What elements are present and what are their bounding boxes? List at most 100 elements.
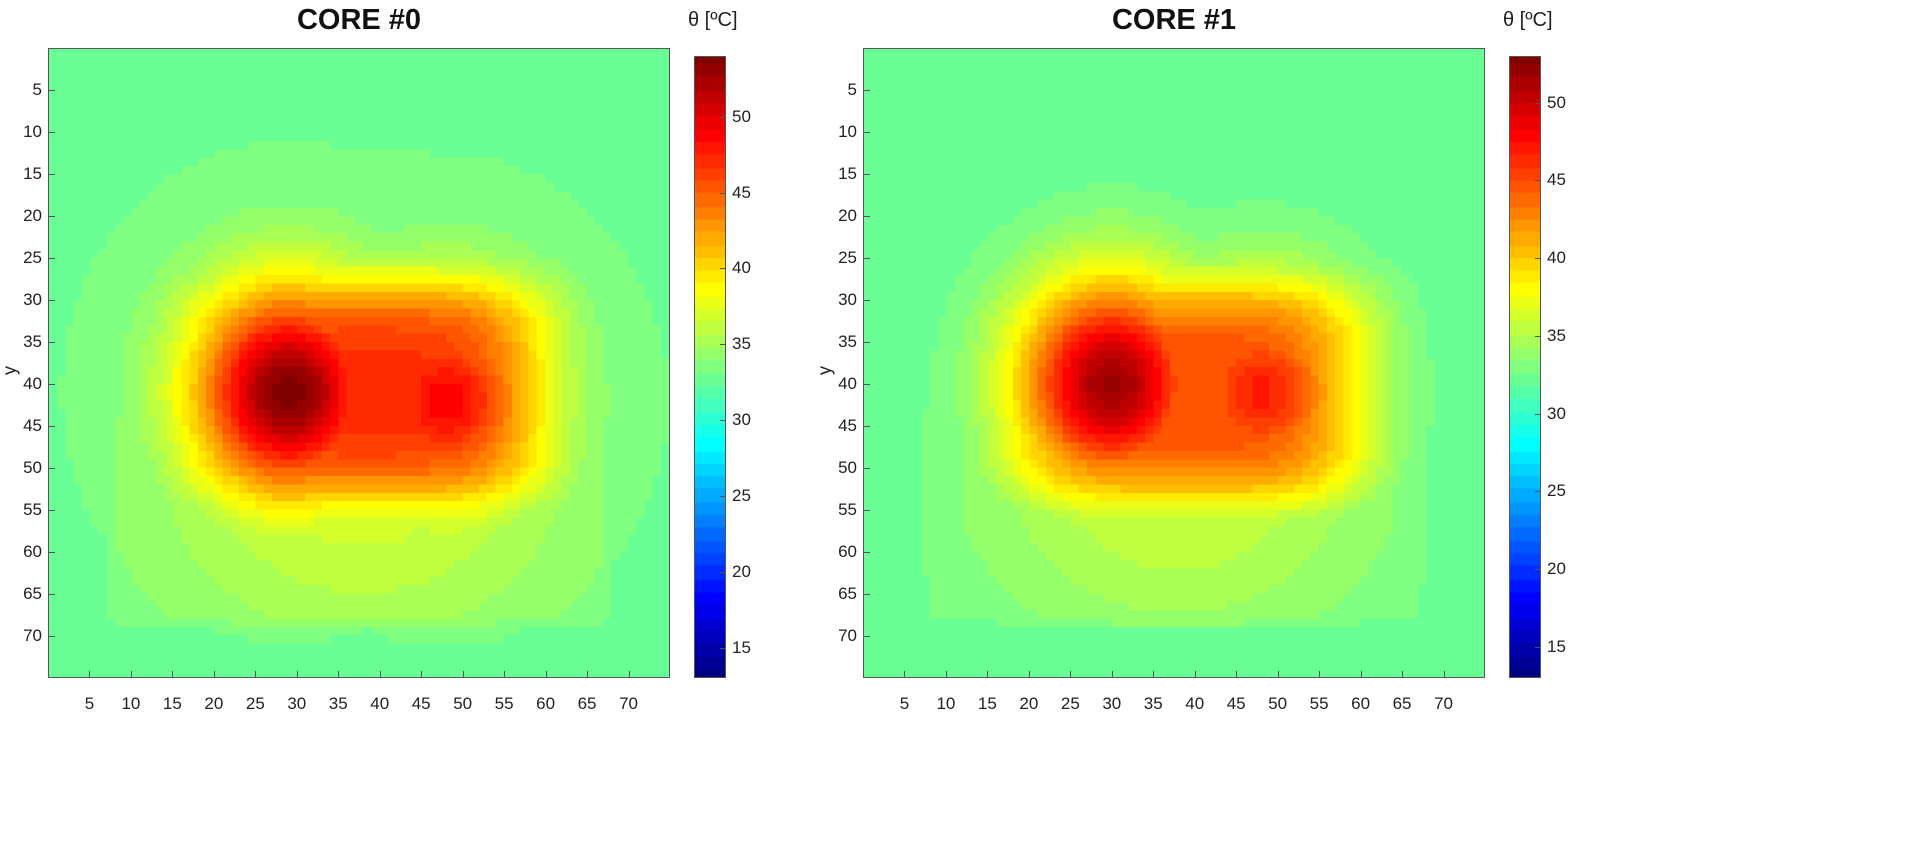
colorbar-tick-label: 35 <box>732 334 751 354</box>
y-tick-label: 15 <box>23 164 42 183</box>
x-tick-mark <box>1070 671 1072 677</box>
colorbar-tick-label: 20 <box>732 561 751 581</box>
colorbar-tick-mark <box>1535 102 1540 104</box>
y-tick-label: 5 <box>847 80 857 99</box>
x-tick-mark <box>130 671 132 677</box>
y-tick-mark <box>49 510 55 511</box>
x-tick-label: 70 <box>1434 694 1453 713</box>
x-tick-mark <box>1443 671 1445 677</box>
colorbar-tick-mark <box>1535 335 1540 337</box>
colorbar-tick-label: 45 <box>732 182 751 202</box>
y-tick-mark <box>864 594 870 595</box>
x-tick-mark <box>504 671 506 677</box>
colorbar-tick-label: 40 <box>1547 248 1566 268</box>
colorbar-tick-mark <box>720 647 725 649</box>
colorbar-tick-mark <box>720 192 725 194</box>
x-tick-mark <box>945 671 947 677</box>
y-tick-mark <box>864 174 870 175</box>
y-tick-mark <box>49 174 55 175</box>
y-tick-mark <box>49 300 55 301</box>
x-tick-label: 45 <box>1226 694 1246 713</box>
x-tick-mark <box>213 671 215 677</box>
x-tick-label: 20 <box>204 694 224 713</box>
x-tick-label: 5 <box>84 694 95 713</box>
x-tick-mark <box>587 671 589 677</box>
y-tick-mark <box>864 384 870 385</box>
x-tick-mark <box>1360 671 1362 677</box>
y-tick-label: 40 <box>23 374 42 393</box>
x-tick-mark <box>545 671 547 677</box>
y-tick-label: 20 <box>838 206 857 225</box>
y-tick-label: 30 <box>23 290 42 309</box>
colorbar-tick-label: 20 <box>1547 559 1566 579</box>
colorbar-tick-mark <box>720 495 725 497</box>
y-tick-label: 65 <box>838 584 857 603</box>
y-tick-mark <box>864 342 870 343</box>
x-tick-mark <box>1028 671 1030 677</box>
x-tick-label: 65 <box>1392 694 1412 713</box>
colorbar-tick-mark <box>1535 413 1540 415</box>
colorbar-gradient <box>695 57 725 677</box>
x-tick-label: 25 <box>1060 694 1080 713</box>
x-tick-mark <box>1277 671 1279 677</box>
colorbar-tick-mark <box>1535 569 1540 571</box>
x-tick-label: 40 <box>370 694 390 713</box>
x-tick-label: 30 <box>1102 694 1122 713</box>
colorbar <box>694 56 726 678</box>
y-tick-mark <box>864 552 870 553</box>
colorbar-tick-label: 50 <box>732 106 751 126</box>
colorbar-tick-mark <box>1535 258 1540 260</box>
colorbar-tick-label: 15 <box>1547 636 1566 656</box>
colorbar-tick-mark <box>1535 646 1540 648</box>
x-tick-label: 15 <box>977 694 997 713</box>
y-tick-mark <box>49 468 55 469</box>
y-tick-mark <box>49 216 55 217</box>
y-tick-label: 55 <box>23 500 42 519</box>
y-tick-label: 10 <box>838 122 857 141</box>
y-tick-mark <box>864 300 870 301</box>
y-tick-label: 70 <box>23 626 42 645</box>
heatmap-cells <box>49 49 669 677</box>
y-tick-mark <box>49 552 55 553</box>
y-tick-label: 30 <box>838 290 857 309</box>
y-tick-label: 40 <box>838 374 857 393</box>
y-tick-label: 45 <box>838 416 857 435</box>
y-tick-label: 25 <box>23 248 42 267</box>
y-tick-label: 45 <box>23 416 42 435</box>
colorbar-tick-mark <box>720 268 725 270</box>
y-tick-label: 65 <box>23 584 42 603</box>
colorbar-tick-label: 25 <box>732 485 751 505</box>
x-tick-label: 10 <box>121 694 141 713</box>
colorbar-label: θ [ºC] <box>688 9 738 31</box>
y-tick-mark <box>49 132 55 133</box>
x-tick-mark <box>255 671 257 677</box>
y-tick-label: 50 <box>838 458 857 477</box>
x-tick-mark <box>904 671 906 677</box>
colorbar <box>1509 56 1541 678</box>
y-tick-label: 60 <box>23 542 42 561</box>
x-tick-mark <box>462 671 464 677</box>
y-tick-mark <box>864 258 870 259</box>
y-tick-mark <box>864 468 870 469</box>
x-tick-label: 50 <box>453 694 473 713</box>
x-tick-label: 40 <box>1185 694 1205 713</box>
x-tick-label: 10 <box>936 694 956 713</box>
x-tick-label: 50 <box>1268 694 1288 713</box>
x-tick-label: 45 <box>411 694 431 713</box>
x-tick-label: 60 <box>536 694 556 713</box>
y-tick-mark <box>49 384 55 385</box>
y-tick-mark <box>864 636 870 637</box>
x-tick-mark <box>379 671 381 677</box>
y-tick-label: 50 <box>23 458 42 477</box>
x-tick-mark <box>1194 671 1196 677</box>
colorbar-tick-mark <box>720 116 725 118</box>
x-tick-label: 70 <box>619 694 638 713</box>
y-tick-mark <box>49 90 55 91</box>
heatmap-cells <box>864 49 1484 677</box>
y-tick-mark <box>864 90 870 91</box>
heatmap-plot-area <box>863 48 1485 678</box>
colorbar-tick-mark <box>1535 491 1540 493</box>
colorbar-tick-label: 30 <box>1547 403 1566 423</box>
